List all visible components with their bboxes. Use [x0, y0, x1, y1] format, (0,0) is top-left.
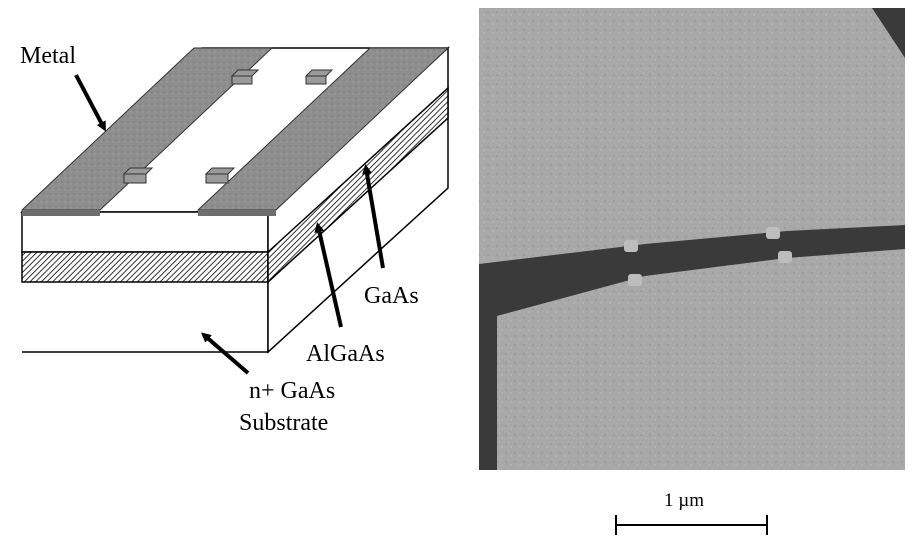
sem-lower-pad — [497, 249, 905, 470]
metal-strip-right-edge — [198, 210, 276, 216]
gaas-arrow — [362, 164, 385, 269]
algaas-arrow — [314, 222, 343, 328]
label-metal: Metal — [20, 43, 76, 69]
sem-upper-pad — [479, 8, 905, 264]
sem-micrograph — [479, 8, 905, 470]
metal-strip-left-edge — [22, 210, 100, 216]
front-gaas-layer — [21, 211, 269, 253]
substrate-arrow — [200, 332, 250, 375]
scale-bar: 1 µm — [615, 490, 768, 535]
front-algaas-layer — [21, 251, 269, 283]
front-substrate-outline — [22, 282, 269, 353]
side-algaas-band — [267, 86, 449, 284]
label-substrate-line1: n+ GaAs — [249, 378, 335, 404]
device-schematic: Metal GaAs AlGaAs n+ GaAs Substrate — [20, 43, 450, 436]
scale-bar-label: 1 µm — [664, 490, 704, 511]
label-gaas: GaAs — [364, 283, 419, 309]
sem-gate-bumps — [624, 227, 792, 286]
label-substrate-line2: Substrate — [239, 410, 328, 436]
metal-arrow — [74, 74, 106, 132]
gate-tabs — [122, 69, 334, 184]
label-algaas: AlGaAs — [306, 341, 385, 367]
